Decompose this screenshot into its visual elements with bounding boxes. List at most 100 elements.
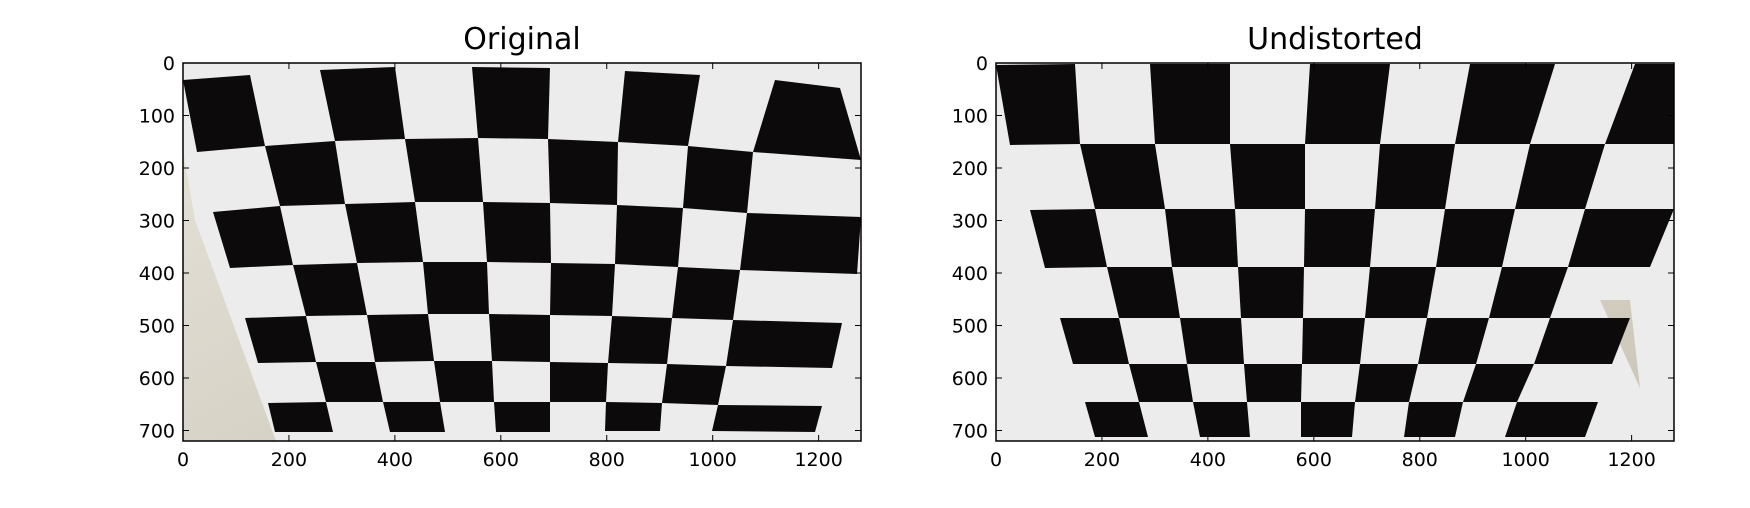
checker-square [245,316,316,363]
y-tick-label: 0 [976,53,988,75]
axes-frame-undistorted [995,62,1675,442]
y-tick-label: 700 [139,421,175,443]
image-original [183,63,861,441]
y-tick-label: 400 [139,263,175,285]
checker-square [1238,267,1304,318]
checker-square [316,362,383,402]
checker-square [550,362,608,402]
checker-square [320,67,405,141]
y-tick-label: 100 [139,106,175,128]
x-tick-label: 400 [377,449,413,471]
x-tick-label: 0 [990,449,1002,471]
y-tick-label: 300 [952,211,988,233]
checker-square [753,80,861,160]
checker-square [472,67,550,139]
checker-square [996,64,1080,145]
y-tick-label: 100 [952,106,988,128]
x-tick-label: 200 [271,449,307,471]
checker-square [1305,64,1390,144]
checker-square [1085,402,1148,437]
checker-square [1244,364,1302,402]
y-tick-label: 400 [952,263,988,285]
checker-square [1129,364,1193,402]
checker-square [662,364,726,405]
image-undistorted [996,63,1674,441]
checker-square [683,146,753,213]
checker-square [1301,402,1355,437]
checker-square [1150,64,1230,144]
y-tick-label: 0 [163,53,175,75]
checker-square [1030,209,1107,268]
checker-square [1463,364,1534,402]
checker-square [1505,402,1598,437]
checker-square [672,267,740,320]
x-tick-label: 400 [1190,449,1226,471]
x-tick-label: 1200 [1607,449,1655,471]
checker-square [434,361,494,402]
checker-square [726,320,842,368]
y-tick-label: 600 [139,368,175,390]
checker-square [494,402,550,432]
x-tick-label: 600 [1296,449,1332,471]
checker-square [618,71,700,146]
checker-square [548,139,618,205]
checker-square [1375,144,1455,209]
checker-square [213,206,293,268]
checker-square [1107,267,1180,318]
checker-square [550,263,615,316]
checker-square [1418,318,1489,364]
checker-square [367,314,434,362]
checker-square [489,314,550,362]
checker-square [608,316,672,364]
x-tick-label: 1200 [794,449,842,471]
x-tick-label: 0 [177,449,189,471]
checker-square [293,263,367,316]
y-tick-label: 600 [952,368,988,390]
checker-square [1060,318,1129,364]
checker-square [615,205,683,267]
checker-square [1193,402,1250,437]
y-tick-label: 700 [952,421,988,443]
x-tick-label: 200 [1084,449,1120,471]
x-tick-label: 1000 [1502,449,1550,471]
y-tick-label: 200 [952,158,988,180]
y-tick-label: 500 [139,316,175,338]
checker-square [1302,318,1365,364]
panel-original: Original 0 200 400 600 800 1000 1200 0 100 200 300… [139,22,862,471]
checker-square [1455,64,1555,144]
y-tick-label: 300 [139,211,175,233]
axis-ticks-original: 0 200 400 600 800 1000 1200 0 100 200 300 400 500 600… [139,53,861,471]
checker-square [383,402,445,432]
y-tick-label: 500 [952,316,988,338]
checker-square [1534,318,1630,364]
checker-square [712,405,822,432]
checker-square [483,202,551,263]
panel-title-original: Original [463,22,580,57]
checker-square [1365,267,1436,318]
checker-square [345,202,423,263]
x-tick-label: 1000 [689,449,737,471]
axis-ticks-undistorted: 0 200 400 600 800 1000 1200 0 100 200 300 400 500 600… [952,53,1674,471]
checker-square [1605,64,1674,144]
x-tick-label: 800 [1402,449,1438,471]
checker-square [1080,144,1165,209]
checker-square [740,213,861,274]
checker-square [1355,364,1418,402]
x-tick-label: 800 [589,449,625,471]
checker-square [1515,144,1605,209]
checker-square [1489,267,1568,318]
panel-undistorted: Undistorted 0 200 400 600 800 1000 1200 0 100 200… [952,22,1675,471]
x-tick-label: 600 [483,449,519,471]
checker-square [1404,402,1463,437]
checker-square [1304,209,1375,267]
checker-square [1180,318,1244,364]
checker-square [423,262,489,314]
checker-square [1568,209,1674,267]
checker-square [1165,209,1238,267]
checker-square [183,75,265,152]
panel-title-undistorted: Undistorted [1247,22,1423,57]
checker-square [265,141,345,206]
checker-square [1436,209,1515,267]
axes-frame-original [182,62,862,442]
